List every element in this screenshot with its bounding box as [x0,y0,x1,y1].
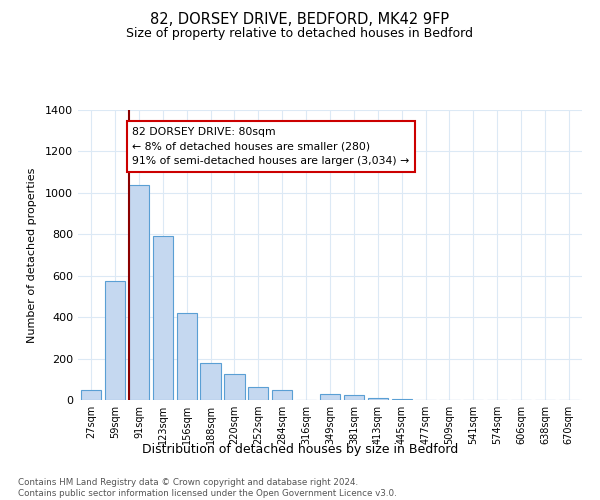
Bar [152,236,173,400]
Text: 82, DORSEY DRIVE, BEDFORD, MK42 9FP: 82, DORSEY DRIVE, BEDFORD, MK42 9FP [151,12,449,28]
Y-axis label: Number of detached properties: Number of detached properties [26,168,37,342]
Bar [344,396,364,400]
Bar [392,399,412,400]
Bar [176,313,197,400]
Bar [272,390,292,400]
Bar [129,184,149,400]
Bar [224,374,245,400]
Bar [320,394,340,400]
Bar [200,362,221,400]
Bar [81,390,101,400]
Bar [105,281,125,400]
Text: Size of property relative to detached houses in Bedford: Size of property relative to detached ho… [127,28,473,40]
Text: Distribution of detached houses by size in Bedford: Distribution of detached houses by size … [142,442,458,456]
Bar [248,387,268,400]
Text: 82 DORSEY DRIVE: 80sqm
← 8% of detached houses are smaller (280)
91% of semi-det: 82 DORSEY DRIVE: 80sqm ← 8% of detached … [133,126,410,166]
Text: Contains HM Land Registry data © Crown copyright and database right 2024.
Contai: Contains HM Land Registry data © Crown c… [18,478,397,498]
Bar [368,398,388,400]
